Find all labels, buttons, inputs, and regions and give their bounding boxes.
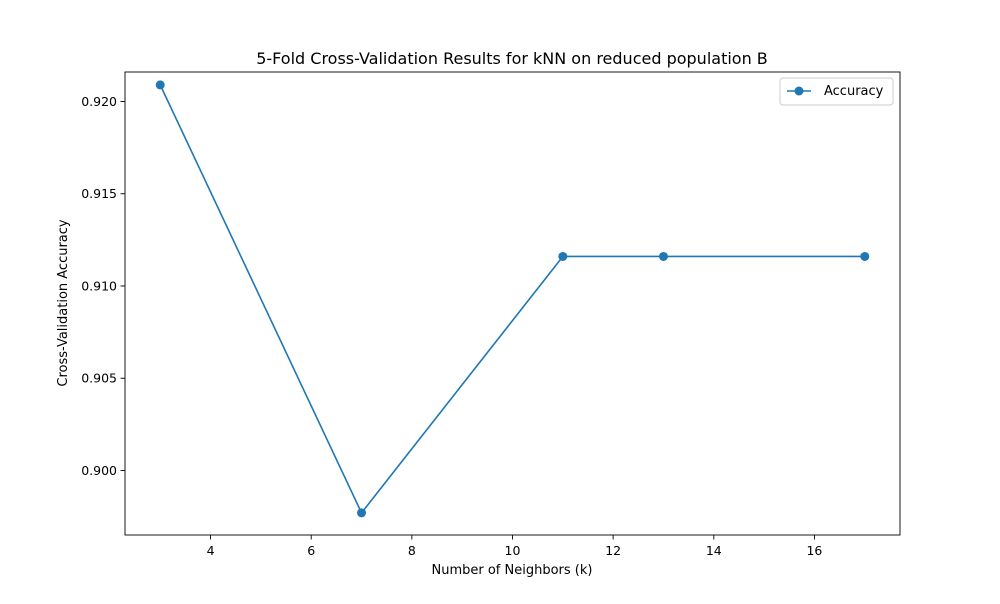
x-tick-label: 4 [207, 543, 215, 558]
data-point [658, 251, 668, 261]
legend: Accuracy [779, 77, 894, 106]
legend-marker-swatch [794, 86, 804, 96]
y-axis-label: Cross-Validation Accuracy [56, 219, 71, 387]
data-point [155, 80, 165, 90]
legend-box [779, 77, 894, 106]
y-tick-label: 0.920 [81, 94, 117, 109]
y-tick-label: 0.915 [81, 186, 117, 201]
y-tick-label: 0.900 [81, 463, 117, 478]
data-point [357, 508, 367, 518]
x-axis-label: Number of Neighbors (k) [432, 563, 593, 578]
y-tick-label: 0.910 [81, 278, 117, 293]
x-tick-label: 16 [806, 543, 822, 558]
series-layer [155, 80, 870, 518]
x-tick-label: 6 [307, 543, 315, 558]
data-point [558, 251, 568, 261]
x-tick-label: 8 [408, 543, 416, 558]
x-tick-label: 14 [706, 543, 722, 558]
chart-title: 5-Fold Cross-Validation Results for kNN … [256, 49, 768, 68]
legend-entry-accuracy: Accuracy [824, 84, 884, 99]
y-tick-label: 0.905 [81, 371, 117, 386]
y-axis: 0.900 0.905 0.910 0.915 0.920 [81, 94, 125, 478]
x-axis: 4 6 8 10 12 14 16 [207, 535, 822, 558]
data-point [860, 251, 870, 261]
x-tick-label: 12 [605, 543, 621, 558]
x-tick-label: 10 [505, 543, 521, 558]
